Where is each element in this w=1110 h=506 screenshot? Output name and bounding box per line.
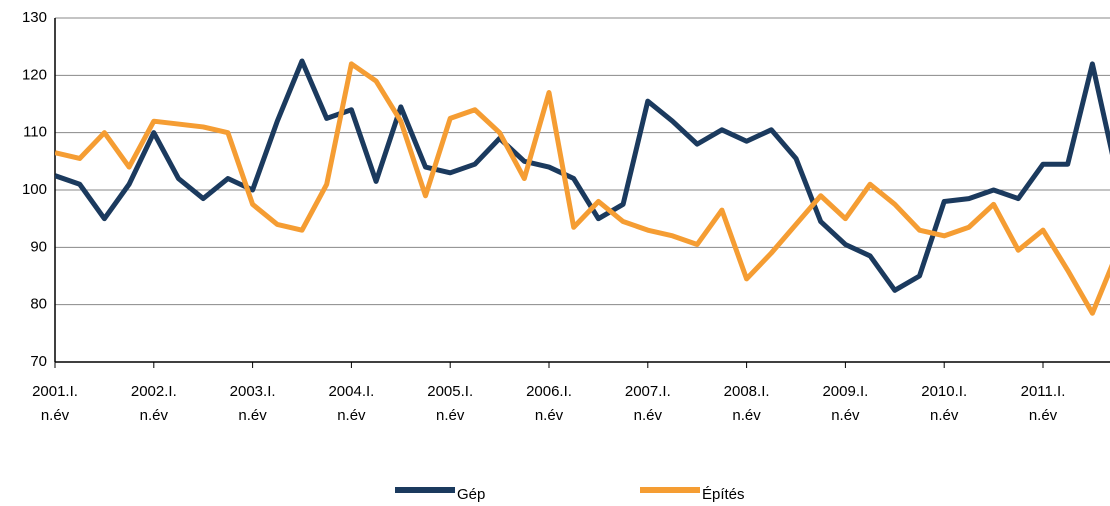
y-tick-label: 110 — [23, 124, 47, 141]
x-tick-label: 2002.I. n.év — [130, 383, 177, 424]
legend-label: Építés — [702, 486, 745, 503]
plot — [55, 58, 1110, 316]
y-tick-label: 100 — [22, 181, 47, 198]
x-tick-label: 2011.I. n.év — [1020, 383, 1066, 424]
legend-label: Gép — [457, 486, 486, 503]
y-tick-label: 130 — [22, 9, 47, 26]
x-tick-label: 2010.I. n.év — [921, 383, 968, 424]
y-tick-label: 90 — [30, 238, 47, 255]
x-tick-label: 2006.I. n.év — [526, 383, 572, 424]
y-tick-label: 70 — [30, 353, 47, 370]
x-tick-label: 2003.I. n.év — [229, 383, 276, 424]
x-tick-label: 2005.I. n.év — [427, 383, 474, 424]
x-tick-label: 2001.I. n.év — [32, 383, 78, 424]
y-tick-label: 80 — [30, 296, 47, 313]
x-tick-label: 2004.I. n.év — [328, 383, 375, 424]
x-tick-label: 2009.I. n.év — [822, 383, 869, 424]
y-tick-label: 120 — [22, 66, 47, 83]
series-line — [55, 58, 1110, 293]
x-tick-label: 2007.I. n.év — [624, 383, 671, 424]
series-line — [55, 61, 1110, 316]
x-tick-label: 2008.I. n.év — [723, 383, 770, 424]
